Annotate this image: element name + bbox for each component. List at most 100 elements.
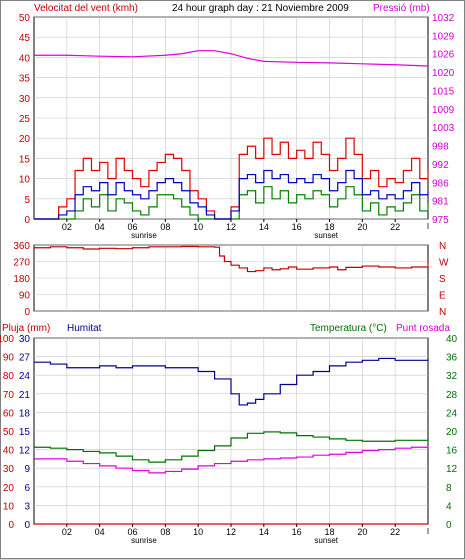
- x-tick-label: 06: [127, 222, 137, 232]
- direction-line: [34, 245, 429, 273]
- wind-tick-label: 20: [19, 134, 31, 145]
- direction-tick-label: 180: [13, 274, 30, 285]
- pressure-line: [34, 50, 429, 67]
- x-tick-label: 04: [95, 527, 105, 537]
- temperature-line: [34, 431, 429, 463]
- rain-tick-label: 0: [8, 520, 14, 531]
- x-tick-label: 20: [357, 222, 367, 232]
- pressure-tick-label: 1020: [432, 68, 455, 79]
- compass-tick-label: E: [439, 291, 446, 302]
- temperature-tick-label: 20: [446, 427, 458, 438]
- temperature-tick-label: 40: [446, 334, 458, 345]
- temperature-tick-label: 28: [446, 390, 458, 401]
- graph-date-title: 24 hour graph day : 21 Noviembre 2009: [172, 3, 349, 14]
- humidity-tick-label: 18: [19, 408, 31, 419]
- humidity-line: [34, 357, 429, 406]
- wind-pressure-panel: 5045403530252015105010321029102610201015…: [19, 13, 455, 240]
- temperature-tick-label: 32: [446, 371, 458, 382]
- dewpoint-line: [34, 445, 429, 474]
- dewpoint-title: Punt rosada: [396, 323, 450, 334]
- x-tick-label: 16: [292, 222, 302, 232]
- sunrise-label: sunrise: [131, 231, 157, 240]
- pressure-tick-label: 981: [432, 197, 449, 208]
- x-tick-label: 04: [95, 222, 105, 232]
- pressure-tick-label: 1003: [432, 123, 455, 134]
- x-tick-label: 08: [160, 222, 170, 232]
- rain-tick-label: 50: [3, 427, 15, 438]
- humidity-tick-label: 15: [19, 427, 31, 438]
- compass-tick-label: N: [439, 307, 446, 318]
- rain-tick-label: 70: [3, 390, 15, 401]
- pressure-tick-label: 1009: [432, 105, 455, 116]
- humidity-tick-label: 21: [19, 390, 31, 401]
- pressure-tick-label: 1029: [432, 31, 455, 42]
- direction-tick-label: 0: [24, 307, 30, 318]
- x-tick-label: 14: [259, 222, 269, 232]
- x-tick-label: 22: [390, 222, 400, 232]
- wind-tick-label: 25: [19, 114, 31, 125]
- x-tick-label: 02: [62, 222, 72, 232]
- x-end-mark: I: [427, 222, 429, 231]
- rain-tick-label: 60: [3, 408, 15, 419]
- x-tick-label: 18: [324, 222, 334, 232]
- pressure-tick-label: 998: [432, 142, 449, 153]
- sunset-label: sunset: [314, 536, 338, 545]
- temperature-tick-label: 4: [446, 501, 452, 512]
- pressure-tick-label: 986: [432, 178, 449, 189]
- wind-tick-label: 15: [19, 154, 31, 165]
- temperature-tick-label: 0: [446, 520, 452, 531]
- humidity-tick-label: 24: [19, 371, 31, 382]
- humidity-tick-label: 6: [24, 483, 30, 494]
- x-tick-label: 20: [357, 527, 367, 537]
- temperature-tick-label: 16: [446, 446, 458, 457]
- wind-tick-label: 50: [19, 13, 31, 24]
- x-tick-label: 10: [193, 527, 203, 537]
- wind-tick-label: 45: [19, 33, 31, 44]
- compass-tick-label: S: [439, 274, 446, 285]
- pressure-tick-label: 1015: [432, 86, 455, 97]
- sunset-label: sunset: [314, 231, 338, 240]
- temperature-tick-label: 24: [446, 408, 458, 419]
- humidity-title: Humitat: [67, 323, 102, 334]
- humidity-tick-label: 0: [24, 520, 30, 531]
- x-end-mark: I: [427, 527, 429, 536]
- pressure-tick-label: 1032: [432, 13, 455, 24]
- rain-tick-label: 30: [3, 464, 15, 475]
- pressure-tick-label: 975: [432, 215, 449, 226]
- x-tick-label: 08: [160, 527, 170, 537]
- pressure-title: Pressió (mb): [373, 3, 430, 14]
- temperature-title: Temperatura (°C): [310, 323, 387, 334]
- wind-tick-label: 35: [19, 74, 31, 85]
- rain-tick-label: 100: [0, 334, 14, 345]
- x-tick-label: 02: [62, 527, 72, 537]
- rain-tick-label: 90: [3, 353, 15, 364]
- temperature-tick-label: 12: [446, 464, 458, 475]
- humidity-tick-label: 9: [24, 464, 30, 475]
- wind-tick-label: 10: [19, 175, 31, 186]
- temperature-tick-label: 8: [446, 483, 452, 494]
- rain-tick-label: 10: [3, 501, 15, 512]
- compass-tick-label: N: [439, 241, 446, 252]
- direction-tick-label: 360: [13, 241, 30, 252]
- humidity-tick-label: 3: [24, 501, 30, 512]
- wind-tick-label: 0: [24, 215, 30, 226]
- wind-min-line: [34, 186, 429, 220]
- rain-tick-label: 80: [3, 371, 15, 382]
- x-tick-label: 12: [226, 527, 236, 537]
- humidity-tick-label: 12: [19, 446, 31, 457]
- sunrise-label: sunrise: [131, 536, 157, 545]
- x-tick-label: 18: [324, 527, 334, 537]
- x-tick-label: 12: [226, 222, 236, 232]
- wind-title: Velocitat del vent (kmh): [34, 3, 138, 14]
- humidity-tick-label: 30: [19, 334, 31, 345]
- pressure-tick-label: 992: [432, 160, 449, 171]
- rain-tick-label: 20: [3, 483, 15, 494]
- wind-tick-label: 30: [19, 94, 31, 105]
- direction-tick-label: 90: [19, 291, 31, 302]
- x-tick-label: 10: [193, 222, 203, 232]
- rain-tick-label: 40: [3, 446, 15, 457]
- temperature-tick-label: 36: [446, 353, 458, 364]
